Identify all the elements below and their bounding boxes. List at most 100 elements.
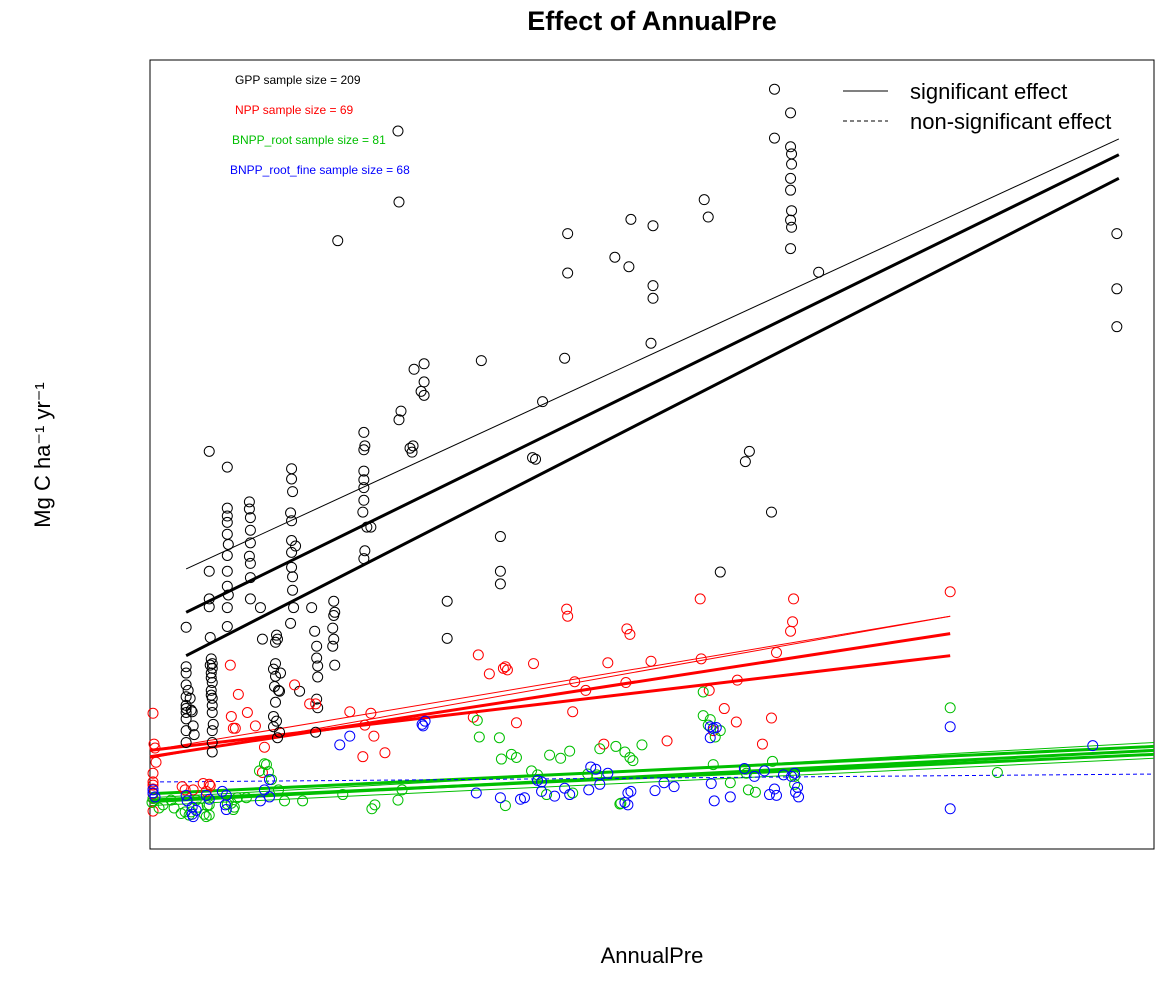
data-point-gpp xyxy=(180,667,192,679)
data-point-npp xyxy=(147,776,159,788)
data-point-npp xyxy=(200,785,212,797)
data-point-gpp xyxy=(494,531,506,543)
data-point-npp xyxy=(224,659,236,671)
data-point-bnpp-root xyxy=(627,755,639,767)
data-point-bnpp-root xyxy=(227,804,239,816)
data-point-bnpp-root-fine xyxy=(649,785,661,797)
data-point-bnpp-root xyxy=(192,801,204,813)
data-point-bnpp-root-fine xyxy=(793,791,805,803)
fit-line-npp-5 xyxy=(149,632,951,759)
data-point-bnpp-root-fine xyxy=(602,767,614,779)
data-point-gpp xyxy=(312,671,324,683)
data-point-bnpp-root xyxy=(473,731,485,743)
data-point-gpp xyxy=(623,261,635,273)
data-point-gpp xyxy=(559,352,571,364)
data-point-npp xyxy=(561,603,573,615)
data-point-gpp xyxy=(327,622,339,634)
data-point-bnpp-root xyxy=(366,803,378,815)
data-point-gpp xyxy=(256,633,268,645)
data-point-gpp xyxy=(244,524,256,536)
data-point-gpp xyxy=(786,221,798,233)
data-point-gpp xyxy=(287,584,299,596)
data-point-gpp xyxy=(286,546,298,558)
data-point-bnpp-root-fine xyxy=(216,785,228,797)
data-point-gpp xyxy=(328,633,340,645)
fit-lines xyxy=(149,138,1155,807)
data-point-npp xyxy=(147,779,159,791)
data-point-bnpp-root-fine xyxy=(658,777,670,789)
data-point-gpp xyxy=(270,696,281,708)
data-point-gpp xyxy=(274,726,286,738)
data-point-gpp xyxy=(393,196,405,208)
data-point-gpp xyxy=(243,503,255,515)
data-point-gpp xyxy=(286,463,298,475)
data-point-npp xyxy=(147,805,159,817)
data-point-gpp xyxy=(182,684,194,696)
data-point-bnpp-root xyxy=(147,793,159,805)
data-point-npp xyxy=(785,625,797,637)
data-point-gpp xyxy=(204,632,216,644)
fit-line-bnpp-root-10 xyxy=(149,744,1155,796)
data-point-npp xyxy=(567,706,579,718)
data-point-gpp xyxy=(358,474,370,486)
data-point-gpp xyxy=(475,355,487,367)
data-point-npp xyxy=(645,655,657,667)
data-point-bnpp-root-fine xyxy=(590,763,602,775)
data-point-gpp xyxy=(357,506,369,518)
data-point-npp xyxy=(472,649,484,661)
data-point-gpp xyxy=(358,465,370,477)
data-point-bnpp-root xyxy=(944,702,956,714)
data-point-gpp xyxy=(785,141,797,153)
data-point-bnpp-root-fine xyxy=(583,784,595,796)
data-point-gpp xyxy=(786,158,798,170)
data-point-gpp xyxy=(221,516,233,528)
data-point-gpp xyxy=(221,502,233,514)
data-point-gpp xyxy=(813,266,825,278)
data-point-npp xyxy=(148,738,160,750)
data-point-npp xyxy=(765,712,777,724)
data-point-gpp xyxy=(206,746,218,758)
fit-line-bnpp-root-7 xyxy=(149,757,1155,807)
data-point-bnpp-root xyxy=(526,765,538,777)
data-point-gpp xyxy=(286,473,298,485)
data-point-gpp xyxy=(185,704,197,716)
chart-title: Effect of AnnualPre xyxy=(527,6,777,36)
data-point-gpp xyxy=(221,565,233,577)
data-point-gpp xyxy=(418,389,430,401)
data-points xyxy=(146,83,1123,823)
fit-line-bnpp-root-11 xyxy=(149,752,1155,802)
data-point-npp xyxy=(304,698,316,710)
data-point-npp xyxy=(580,684,592,696)
data-point-npp xyxy=(379,747,391,759)
data-point-npp xyxy=(569,676,581,688)
data-point-gpp xyxy=(306,602,318,614)
data-point-bnpp-root xyxy=(273,784,285,796)
data-point-gpp xyxy=(406,446,418,458)
data-point-gpp xyxy=(221,528,233,540)
data-point-bnpp-root-fine xyxy=(470,787,482,799)
data-point-bnpp-root-fine xyxy=(536,785,548,797)
data-point-bnpp-root-fine xyxy=(220,789,232,801)
data-point-bnpp-root xyxy=(297,795,309,807)
data-point-gpp xyxy=(768,83,780,95)
data-point-npp xyxy=(310,698,322,710)
data-point-gpp xyxy=(311,652,323,664)
data-point-bnpp-root xyxy=(240,792,252,804)
data-point-gpp xyxy=(562,267,574,279)
data-point-bnpp-root xyxy=(153,802,165,814)
data-point-gpp xyxy=(494,578,506,590)
data-point-npp xyxy=(788,593,800,605)
data-point-bnpp-root-fine xyxy=(187,811,199,823)
data-point-gpp xyxy=(361,521,373,533)
data-point-gpp xyxy=(207,718,219,730)
data-point-bnpp-root xyxy=(739,763,751,775)
data-point-gpp xyxy=(562,228,574,240)
data-point-gpp xyxy=(270,636,281,648)
data-point-gpp xyxy=(244,512,256,524)
data-point-bnpp-root xyxy=(740,767,752,779)
data-point-bnpp-root-fine xyxy=(1087,740,1099,752)
data-point-gpp xyxy=(206,736,218,748)
data-point-bnpp-root-fine xyxy=(585,761,597,773)
fit-line-gpp-0 xyxy=(185,138,1120,570)
data-point-gpp xyxy=(609,251,621,263)
